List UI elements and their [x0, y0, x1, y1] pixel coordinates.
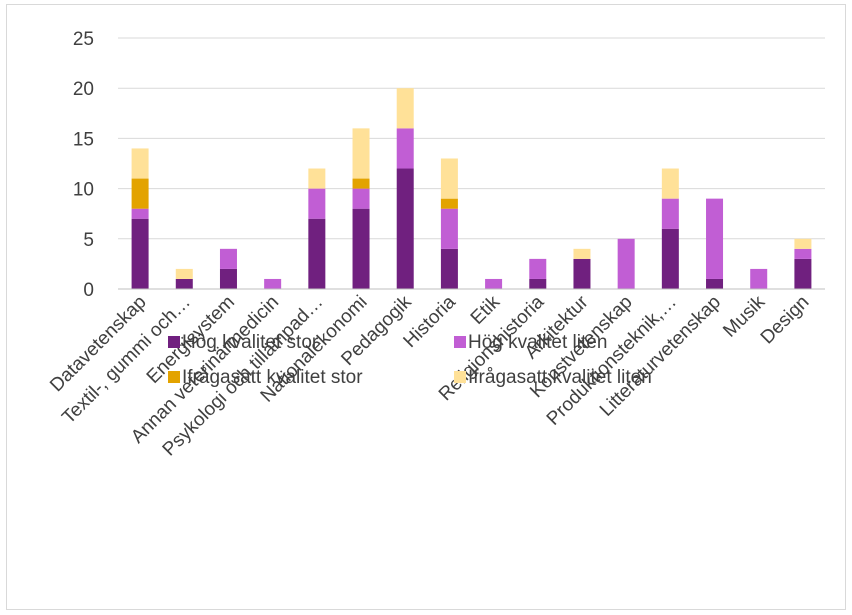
y-axis-tick-labels: 0 5 10 15 20 25	[73, 29, 94, 301]
bars	[131, 88, 812, 289]
legend-swatch	[454, 371, 466, 383]
bar-segment	[661, 228, 679, 289]
chart-frame: 0 5 10 15 20 25 Datavetenskap Textil-, gummi o…	[6, 4, 846, 610]
bar-segment	[264, 278, 282, 289]
bar-segment	[440, 158, 458, 199]
legend-label: Hög kvalitet stor	[182, 332, 319, 353]
bar-segment	[396, 168, 414, 289]
bar-segment	[440, 198, 458, 209]
bar-segment	[175, 278, 193, 289]
bar-segment	[573, 248, 591, 259]
bar-segment	[573, 258, 591, 289]
bar-segment	[175, 268, 193, 279]
bar-segment	[485, 278, 503, 289]
x-category-label: Etik	[467, 291, 505, 329]
bar-segment	[706, 198, 724, 279]
y-tick-label: 10	[73, 180, 94, 201]
y-tick-label: 25	[73, 29, 94, 50]
bar-segment	[219, 268, 237, 289]
bar-segment	[308, 218, 326, 289]
bar-segment	[661, 168, 679, 199]
y-tick-label: 20	[73, 79, 94, 100]
bar-segment	[794, 248, 812, 259]
bar-segment	[219, 248, 237, 269]
legend-label: Ifrågasatt kvalitet liten	[468, 367, 652, 388]
bar-segment	[440, 248, 458, 289]
bar-segment	[440, 208, 458, 249]
bar-segment	[661, 198, 679, 229]
bar-segment	[352, 178, 370, 189]
bar-segment	[308, 168, 326, 189]
legend-label: Hög kvalitet liten	[468, 332, 607, 353]
bar-segment	[750, 268, 768, 289]
legend-swatch	[454, 336, 466, 348]
bar-segment	[352, 208, 370, 289]
bar-segment	[352, 188, 370, 209]
bar-segment	[352, 128, 370, 179]
bar-segment	[308, 188, 326, 219]
bar-segment	[131, 178, 149, 209]
bar-segment	[706, 278, 724, 289]
x-category-label: Design	[757, 292, 814, 349]
y-tick-label: 0	[83, 280, 94, 301]
legend: Hög kvalitet stor Hög kvalitet liten Ifråg…	[168, 332, 652, 388]
bar-segment	[131, 208, 149, 219]
bar-segment	[131, 148, 149, 179]
bar-segment	[794, 258, 812, 289]
bar-segment	[131, 218, 149, 289]
bar-segment	[617, 238, 635, 289]
bar-segment	[794, 238, 812, 249]
y-tick-label: 15	[73, 129, 94, 150]
legend-swatch	[168, 371, 180, 383]
bar-segment	[529, 258, 547, 279]
bar-segment	[529, 278, 547, 289]
bar-segment	[396, 88, 414, 129]
bar-segment	[396, 128, 414, 169]
legend-swatch	[168, 336, 180, 348]
legend-label: Ifrågasatt kvalitet stor	[182, 367, 363, 388]
y-tick-label: 5	[83, 230, 94, 251]
